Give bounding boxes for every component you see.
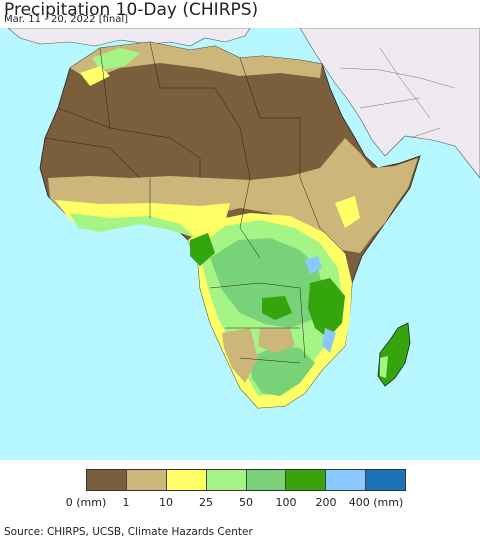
southern-africa-green (250, 346, 315, 396)
legend-tick: 50 (239, 496, 253, 509)
central-africa-green (210, 238, 325, 328)
map-title: Precipitation 10-Day (CHIRPS) (4, 0, 259, 20)
legend-tick: 400 (mm) (348, 496, 404, 509)
legend-swatch-50 (246, 470, 287, 490)
legend-tick: 10 (159, 496, 173, 509)
legend-swatch-100 (286, 470, 327, 490)
gabon-darkgreen (190, 233, 215, 266)
europe-landmass (7, 28, 251, 47)
legend-swatch-10 (166, 470, 207, 490)
color-legend (86, 469, 406, 491)
legend-tick: 200 (315, 496, 337, 509)
east-africa-darkgreen (308, 278, 345, 338)
morocco-green (92, 48, 140, 70)
west-africa-green (70, 213, 196, 238)
horn-africa-yellow (335, 196, 360, 228)
legend-tick: 100 (275, 496, 297, 509)
legend-tick: 1 (122, 496, 130, 509)
namibia-dry (222, 328, 258, 383)
precipitation-map (0, 28, 480, 460)
sahel-band (48, 138, 418, 253)
horn-africa-dry (330, 160, 415, 250)
source-credit: Source: CHIRPS, UCSB, Climate Hazards Ce… (4, 526, 253, 538)
legend-tick: 25 (199, 496, 213, 509)
legend-swatch-400 (366, 470, 405, 490)
arabian-borders (339, 47, 456, 139)
map-date-range: Mar. 11 - 20, 2022 [final] (4, 14, 129, 25)
legend-swatch-1 (126, 470, 167, 490)
morocco-yellow (80, 66, 110, 86)
legend-swatch-25 (206, 470, 247, 490)
lake-victoria (305, 256, 322, 274)
legend-tick: 0 (mm) (65, 496, 107, 509)
legend-swatch-200 (326, 470, 367, 490)
mozambique-blue (322, 328, 336, 353)
legend-swatch-0 (87, 470, 127, 490)
kalahari-dry (258, 328, 295, 353)
zambia-darkgreen (262, 296, 292, 320)
madagascar-lightgreen (380, 356, 388, 378)
country-borders (44, 41, 346, 364)
